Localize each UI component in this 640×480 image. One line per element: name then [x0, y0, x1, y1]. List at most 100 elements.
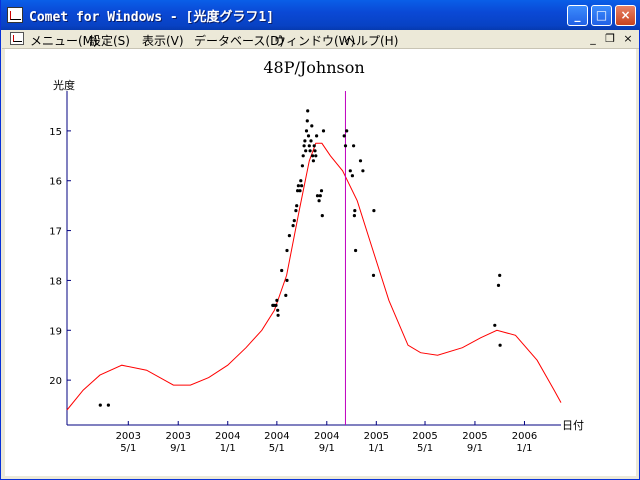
observation-point	[315, 194, 320, 198]
x-tick-year: 2004	[264, 431, 289, 442]
observation-point	[291, 224, 295, 228]
observation-point	[303, 139, 307, 143]
observation-point	[313, 149, 317, 153]
observation-point	[498, 343, 502, 347]
observation-point	[98, 403, 102, 407]
observation-point	[371, 273, 376, 277]
x-tick-date: 5/1	[120, 443, 136, 454]
x-tick-year: 2005	[412, 431, 437, 442]
observation-point	[304, 149, 308, 153]
observation-point	[496, 283, 501, 287]
observation-point	[296, 189, 300, 193]
observation-point	[352, 144, 356, 148]
x-tick-year: 2005	[364, 431, 389, 442]
x-tick-date: 9/1	[319, 443, 335, 454]
x-tick-year: 2005	[462, 431, 487, 442]
observation-point	[353, 209, 357, 213]
minimize-button[interactable]: _	[567, 5, 588, 26]
observation-point	[317, 199, 321, 203]
observation-point	[305, 119, 309, 123]
observation-point	[350, 174, 354, 178]
observation-point	[314, 154, 318, 158]
menu-database[interactable]: データベース(D)	[194, 34, 285, 48]
title-bar[interactable]: Comet for Windows - [光度グラフ1] _ □ ×	[1, 0, 640, 30]
observation-point	[285, 278, 289, 282]
document-icon[interactable]	[10, 32, 24, 45]
observation-point	[307, 144, 311, 148]
menu-window[interactable]: ウィンドウ(W)	[274, 34, 356, 48]
mdi-minimize-button[interactable]: _	[590, 32, 596, 45]
mdi-restore-button[interactable]: ❐	[605, 32, 615, 45]
observation-point	[276, 308, 280, 312]
observation-point	[318, 194, 322, 198]
x-tick-date: 9/1	[467, 443, 483, 454]
x-tick-date: 1/1	[368, 443, 384, 454]
observation-point	[275, 298, 279, 302]
observation-point	[311, 159, 315, 163]
y-tick-label: 20	[49, 376, 62, 387]
x-tick-year: 2004	[215, 431, 240, 442]
x-tick-year: 2006	[512, 431, 537, 442]
menu-view[interactable]: 表示(V)	[142, 34, 184, 48]
graph-area: 48P/Johnson 光度 日付 15 16 17 18 19 20 2003 5/1 20…	[5, 49, 636, 476]
close-button[interactable]: ×	[615, 5, 636, 26]
x-tick-year: 2003	[116, 431, 141, 442]
observation-point	[295, 204, 299, 208]
observation-point	[372, 209, 376, 213]
observation-point	[342, 134, 346, 138]
observation-point	[294, 209, 298, 213]
observation-point	[498, 273, 502, 277]
observation-point	[276, 313, 280, 317]
app-icon[interactable]	[7, 7, 23, 23]
observation-point	[312, 144, 316, 148]
menu-settings[interactable]: 設定(S)	[89, 34, 130, 48]
observation-point	[493, 323, 497, 327]
observation-point	[343, 144, 348, 148]
observation-point	[309, 139, 313, 143]
y-axis-label: 光度	[53, 78, 75, 92]
observation-point	[358, 159, 363, 163]
x-tick-date: 1/1	[220, 443, 236, 454]
observation-point	[345, 129, 349, 133]
y-tick-label: 19	[49, 326, 62, 337]
observation-point	[308, 149, 312, 153]
y-tick-label: 16	[49, 177, 62, 188]
observation-point	[352, 214, 356, 218]
y-tick-label: 18	[49, 276, 62, 287]
observation-point	[296, 184, 300, 188]
x-axis-label: 日付	[562, 419, 584, 432]
x-tick-date: 9/1	[170, 443, 186, 454]
observation-point	[354, 248, 358, 253]
observation-point	[306, 134, 311, 138]
observation-point	[292, 219, 296, 223]
menu-help[interactable]: ヘルプ(H)	[344, 34, 399, 48]
observation-point	[315, 134, 319, 138]
observation-point	[298, 189, 302, 193]
y-tick-label: 15	[49, 127, 62, 138]
maximize-button[interactable]: □	[591, 5, 612, 26]
observation-point	[284, 293, 288, 297]
brightness-curve	[66, 142, 562, 411]
observation-point	[300, 184, 304, 188]
mdi-close-button[interactable]: ×	[623, 32, 633, 45]
observation-point	[311, 154, 315, 158]
observation-point	[300, 164, 304, 168]
observation-point	[348, 169, 352, 173]
x-tick-date: 1/1	[516, 443, 532, 454]
observation-point	[310, 124, 314, 128]
observation-point	[285, 248, 289, 253]
observation-point	[361, 169, 365, 173]
x-tick-date: 5/1	[417, 443, 433, 454]
observation-point	[287, 234, 291, 238]
observation-point	[306, 109, 310, 113]
observation-point	[106, 403, 110, 407]
observation-point	[280, 268, 284, 273]
observation-point	[320, 214, 324, 218]
menu-menu[interactable]: メニュー(M)	[30, 34, 98, 48]
window-title: Comet for Windows - [光度グラフ1]	[29, 10, 275, 25]
observation-point	[304, 129, 309, 133]
observation-point	[321, 129, 326, 133]
menu-bar: メニュー(M) 設定(S) 表示(V) データベース(D) ウィンドウ(W) ヘ…	[2, 30, 639, 49]
